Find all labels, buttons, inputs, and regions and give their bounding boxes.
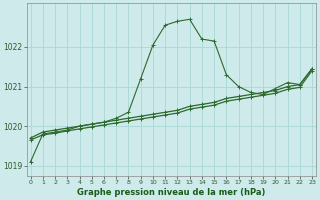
X-axis label: Graphe pression niveau de la mer (hPa): Graphe pression niveau de la mer (hPa): [77, 188, 266, 197]
